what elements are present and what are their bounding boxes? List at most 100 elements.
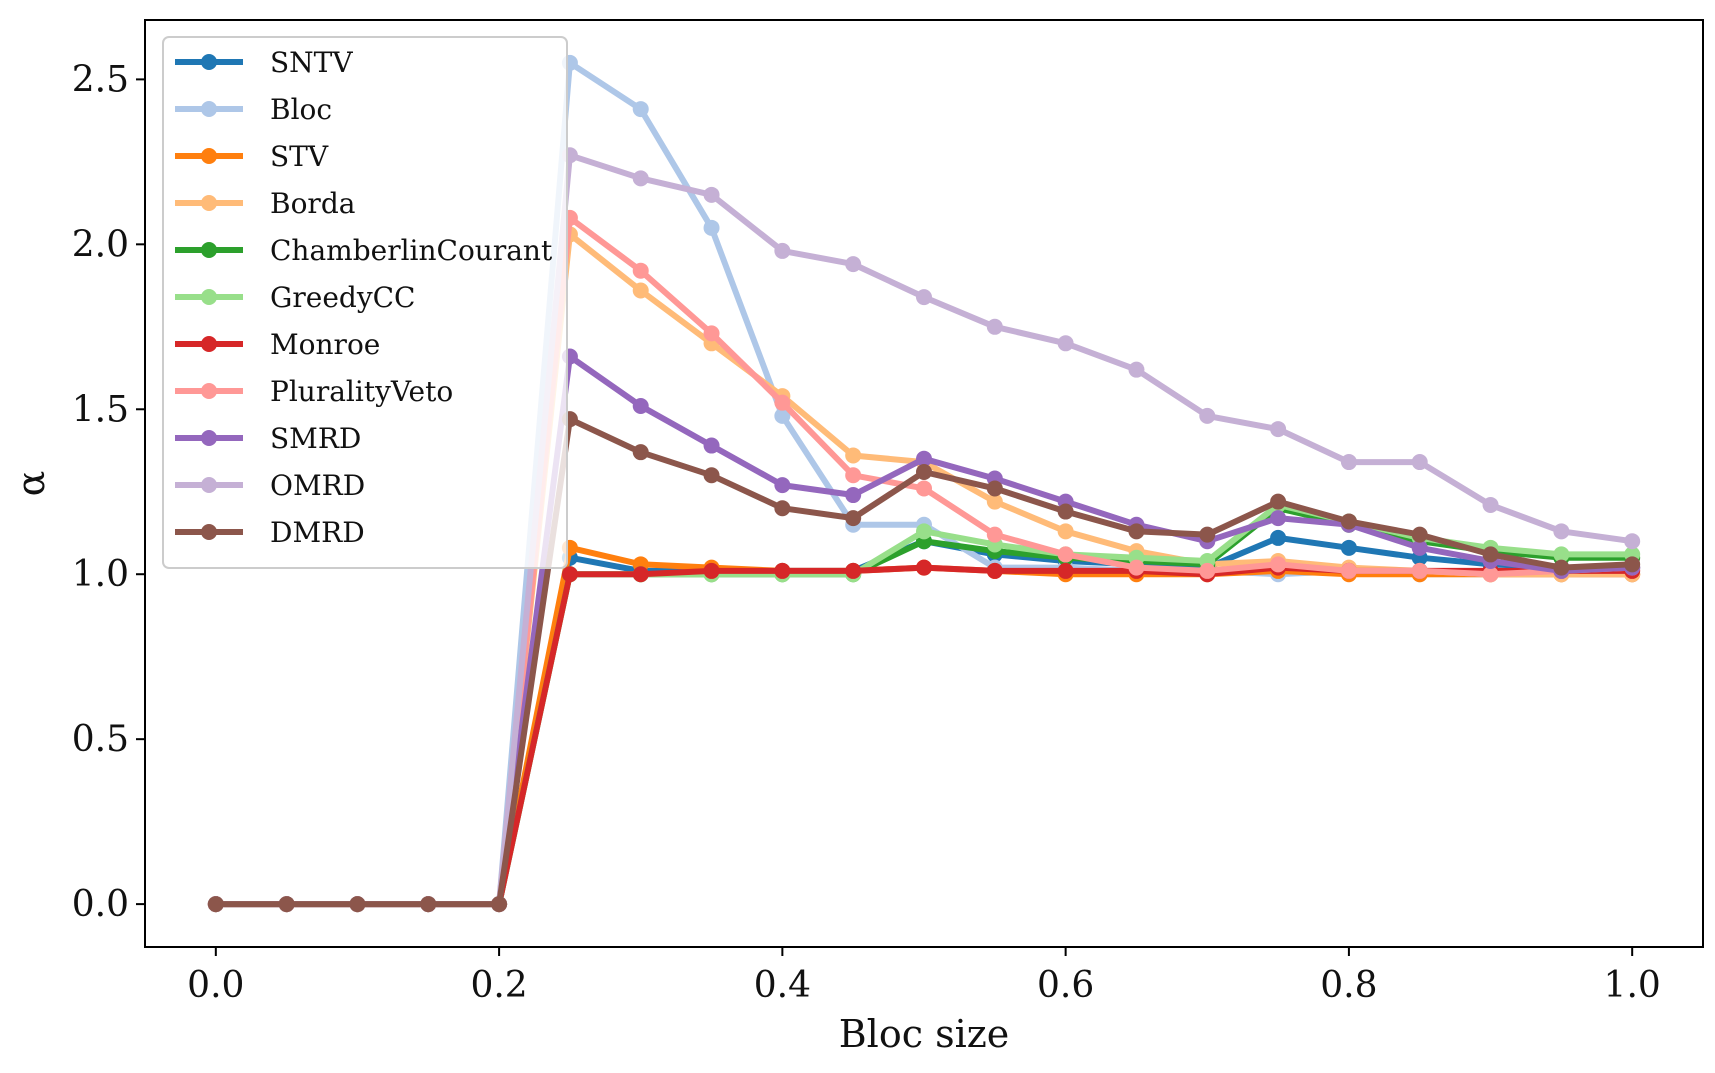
legend-swatch-marker — [201, 242, 217, 258]
data-point — [1199, 407, 1216, 424]
data-point — [491, 896, 508, 913]
data-point — [703, 437, 720, 454]
series-STV — [207, 539, 1641, 913]
legend-swatch-marker — [201, 54, 217, 70]
legend-swatch-marker — [201, 336, 217, 352]
series-line-Monroe — [215, 564, 1633, 908]
legend-label: PluralityVeto — [270, 375, 453, 408]
legend-swatch-marker — [201, 477, 217, 493]
data-point — [986, 318, 1003, 335]
legend-item-Bloc: Bloc — [175, 93, 332, 126]
data-point — [1553, 559, 1570, 576]
plot-frame — [144, 19, 1704, 948]
data-point — [845, 447, 862, 464]
legend-item-SMRD: SMRD — [175, 422, 361, 455]
data-point — [1340, 513, 1357, 530]
data-point — [1199, 526, 1216, 543]
legend-label: STV — [270, 140, 329, 173]
legend-label: ChamberlinCourant — [270, 234, 553, 267]
legend-item-SNTV: SNTV — [175, 46, 353, 79]
data-point — [774, 242, 791, 259]
data-point — [1482, 496, 1499, 513]
data-point — [1411, 539, 1428, 556]
y-tick-label: 1.5 — [72, 389, 129, 430]
x-tick-label: 0.6 — [1037, 965, 1094, 1006]
data-point — [1128, 361, 1145, 378]
legend: SNTV Bloc STV Borda ChamberlinCourant GreedyC… — [162, 36, 568, 569]
data-point — [916, 480, 932, 497]
x-axis-label: Bloc size — [839, 1012, 1009, 1056]
data-point — [632, 101, 649, 118]
data-point — [703, 467, 720, 484]
data-point — [774, 562, 791, 579]
data-point — [1411, 454, 1428, 471]
data-point — [845, 487, 862, 504]
legend-swatch-marker — [201, 195, 217, 211]
data-point — [632, 282, 649, 299]
data-point — [1270, 529, 1287, 546]
data-point — [845, 467, 862, 484]
data-point — [986, 526, 1003, 543]
data-point — [1482, 566, 1499, 583]
data-point — [1057, 546, 1074, 563]
x-axis-ticks: 0.0 0.2 0.4 0.6 0.8 1.0 — [187, 947, 1661, 1006]
data-point — [845, 256, 862, 273]
legend-label: Monroe — [270, 328, 380, 361]
data-point — [916, 450, 932, 467]
data-point — [703, 562, 720, 579]
legend-label: Borda — [270, 187, 355, 220]
legend-item-GreedyCC: GreedyCC — [175, 281, 415, 314]
data-point — [1624, 556, 1641, 573]
data-point — [632, 170, 649, 187]
data-point — [916, 463, 932, 480]
y-tick-label: 2.5 — [72, 59, 129, 100]
data-point — [632, 397, 649, 414]
legend-item-PluralityVeto: PluralityVeto — [175, 375, 453, 408]
data-point — [632, 444, 649, 461]
data-point — [1411, 526, 1428, 543]
data-point — [845, 510, 862, 527]
legend-swatch-marker — [201, 430, 217, 446]
data-point — [420, 896, 437, 913]
y-axis-ticks: 0.0 0.5 1.0 1.5 2.0 2.5 — [72, 59, 145, 925]
x-tick-label: 1.0 — [1604, 965, 1661, 1006]
legend-swatch-marker — [201, 383, 217, 399]
data-point — [1553, 523, 1570, 540]
data-point — [1270, 421, 1287, 438]
data-point — [1482, 546, 1499, 563]
data-point — [1411, 562, 1428, 579]
y-axis-label: α — [9, 471, 53, 497]
data-point — [1199, 562, 1216, 579]
data-point — [986, 562, 1003, 579]
series-line-STV — [215, 544, 1633, 908]
legend-label: SMRD — [270, 422, 361, 455]
y-tick-label: 0.0 — [72, 884, 129, 925]
plot-lines — [207, 54, 1641, 913]
legend-item-Monroe: Monroe — [175, 328, 380, 361]
data-point — [1270, 556, 1287, 573]
legend-item-OMRD: OMRD — [175, 469, 365, 502]
data-point — [986, 493, 1003, 510]
y-tick-label: 1.0 — [72, 554, 129, 595]
legend-swatch-marker — [201, 524, 217, 540]
data-point — [349, 896, 366, 913]
legend-item-ChamberlinCourant: ChamberlinCourant — [175, 234, 553, 267]
y-tick-label: 2.0 — [72, 224, 129, 265]
data-point — [1128, 523, 1145, 540]
data-point — [632, 262, 649, 279]
data-point — [774, 477, 791, 494]
data-point — [703, 219, 720, 236]
data-point — [1128, 559, 1145, 576]
data-point — [1340, 539, 1357, 556]
series-SNTV — [207, 529, 1641, 913]
data-point — [1340, 562, 1357, 579]
data-point — [916, 523, 932, 540]
legend-box — [162, 36, 568, 569]
legend-label: SNTV — [270, 46, 353, 79]
data-point — [1057, 335, 1074, 352]
data-point — [703, 186, 720, 203]
legend-item-STV: STV — [175, 140, 329, 173]
data-point — [1553, 546, 1570, 563]
legend-label: OMRD — [270, 469, 365, 502]
